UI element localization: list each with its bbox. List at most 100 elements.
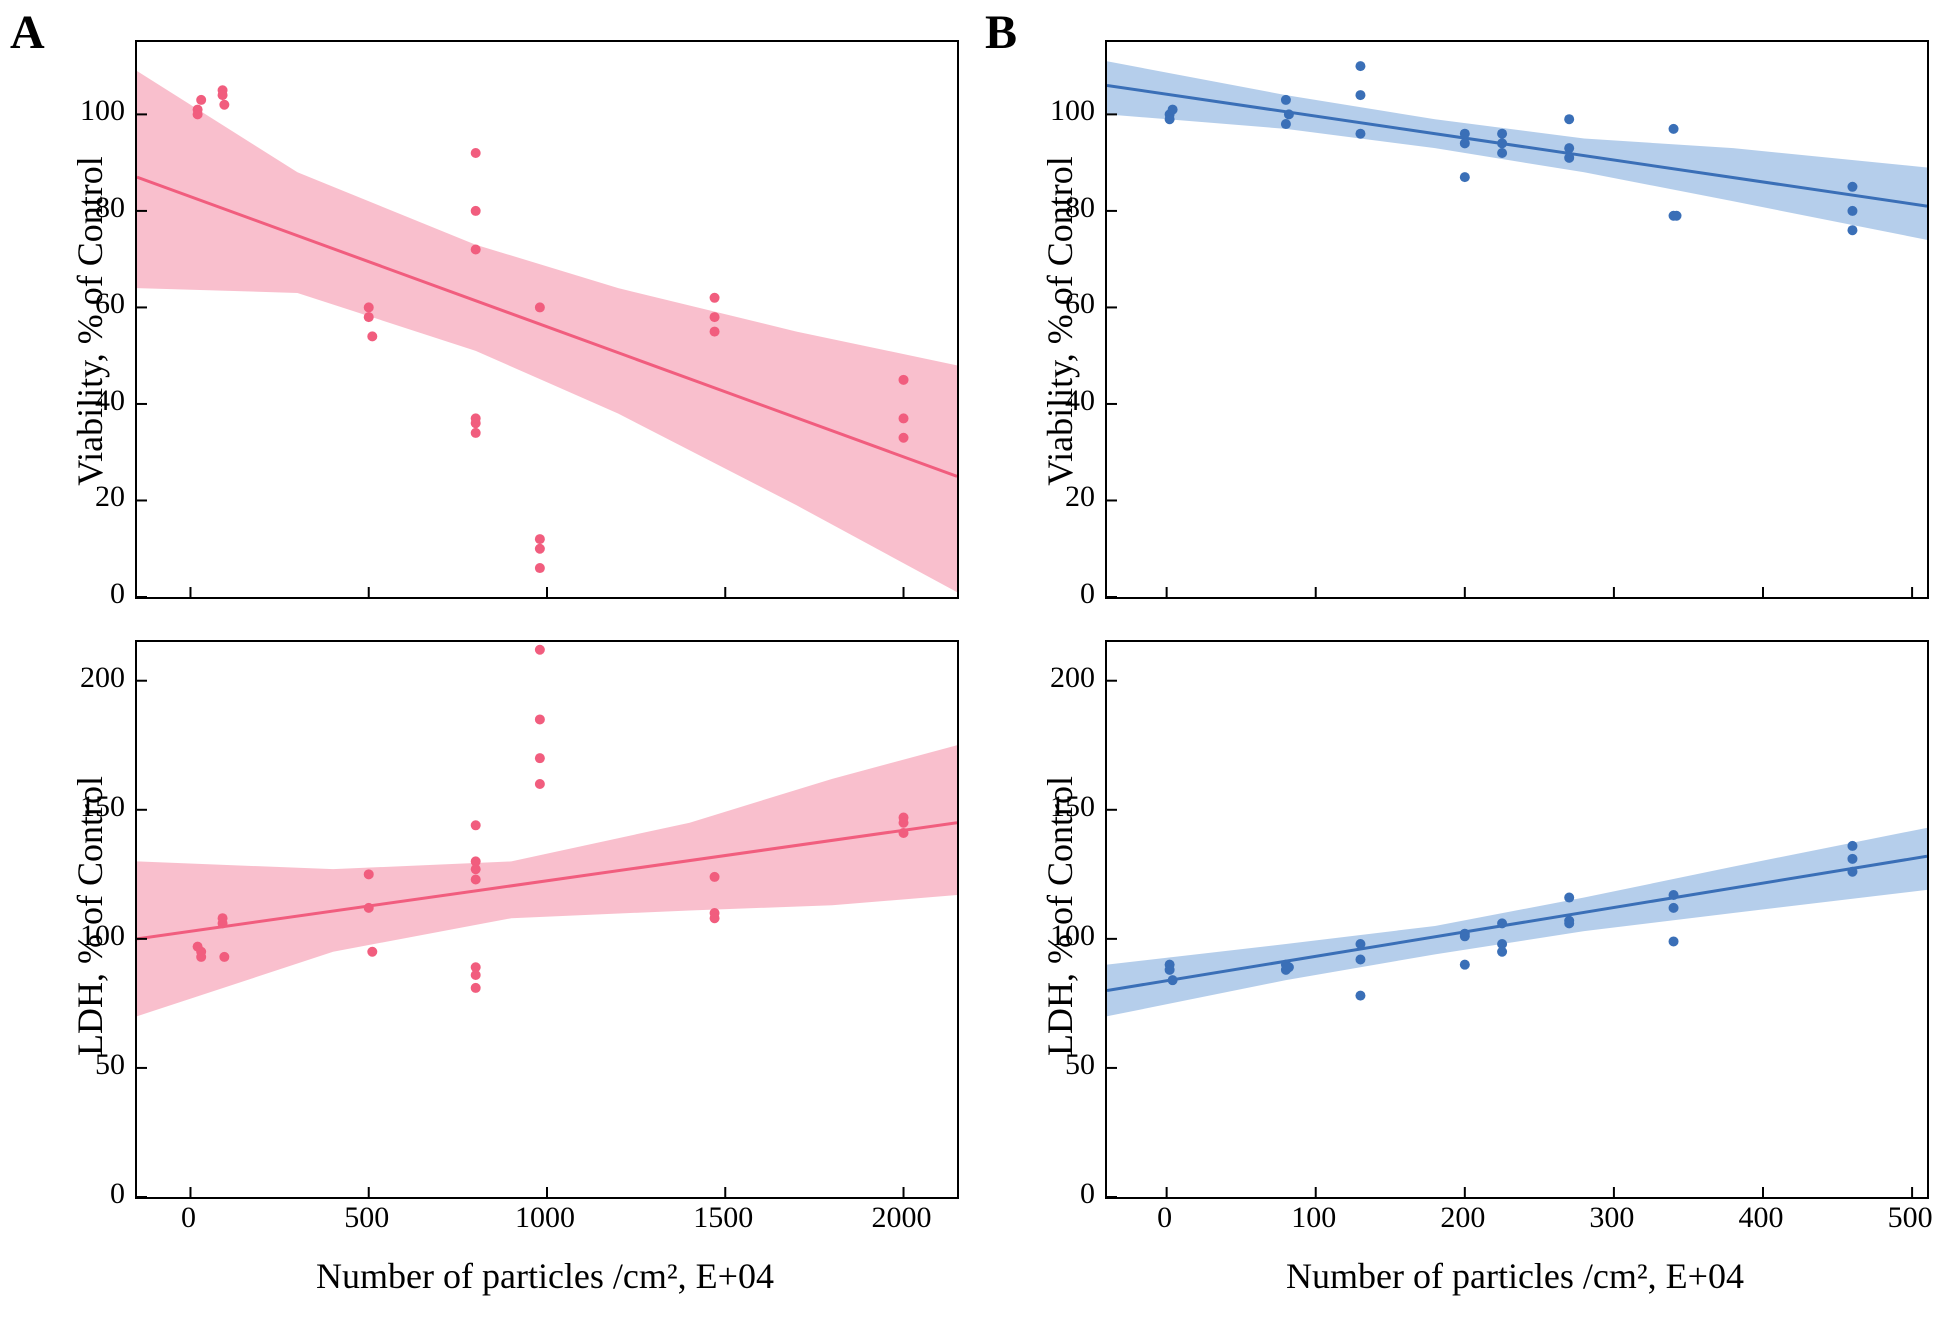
xtick-label: 500 bbox=[332, 1201, 402, 1235]
data-point bbox=[1355, 991, 1365, 1001]
ytick-label: 200 bbox=[1050, 661, 1095, 695]
data-point bbox=[535, 534, 545, 544]
data-point bbox=[710, 327, 720, 337]
figure-root: A B Viability, % of Control LDH, % of Co… bbox=[0, 0, 1950, 1325]
ytick-label: 60 bbox=[1065, 287, 1095, 321]
ytick-label: 0 bbox=[1080, 1177, 1095, 1211]
data-point bbox=[1284, 962, 1294, 972]
data-point bbox=[1847, 867, 1857, 877]
confidence-band bbox=[1107, 61, 1927, 240]
ytick-label: 0 bbox=[1080, 577, 1095, 611]
data-point bbox=[364, 903, 374, 913]
data-point bbox=[218, 918, 228, 928]
data-point bbox=[471, 874, 481, 884]
data-point bbox=[471, 820, 481, 830]
ytick-label: 100 bbox=[80, 919, 125, 953]
data-point bbox=[710, 913, 720, 923]
data-point bbox=[471, 983, 481, 993]
data-point bbox=[1672, 211, 1682, 221]
chart-b-viability bbox=[1105, 40, 1929, 599]
chart-b-ldh bbox=[1105, 640, 1929, 1199]
data-point bbox=[1460, 931, 1470, 941]
data-point bbox=[1168, 975, 1178, 985]
ytick-label: 150 bbox=[1050, 790, 1095, 824]
ytick-label: 20 bbox=[95, 480, 125, 514]
data-point bbox=[471, 148, 481, 158]
data-point bbox=[367, 331, 377, 341]
data-point bbox=[1460, 129, 1470, 139]
data-point bbox=[196, 95, 206, 105]
data-point bbox=[899, 375, 909, 385]
data-point bbox=[1497, 947, 1507, 957]
regression-line bbox=[1107, 856, 1927, 990]
data-point bbox=[471, 206, 481, 216]
data-point bbox=[1165, 114, 1175, 124]
ytick-label: 40 bbox=[1065, 384, 1095, 418]
chart-a-ldh bbox=[135, 640, 959, 1199]
data-point bbox=[1168, 105, 1178, 115]
data-point bbox=[710, 293, 720, 303]
data-point bbox=[1281, 119, 1291, 129]
xtick-label: 1000 bbox=[510, 1201, 580, 1235]
xtick-label: 200 bbox=[1428, 1201, 1498, 1235]
data-point bbox=[1355, 90, 1365, 100]
data-point bbox=[535, 544, 545, 554]
data-point bbox=[1847, 206, 1857, 216]
data-point bbox=[710, 872, 720, 882]
xtick-label: 100 bbox=[1279, 1201, 1349, 1235]
regression-line bbox=[137, 177, 957, 476]
data-point bbox=[364, 302, 374, 312]
regression-line bbox=[1107, 85, 1927, 206]
data-point bbox=[1497, 148, 1507, 158]
ytick-label: 100 bbox=[80, 94, 125, 128]
data-point bbox=[535, 302, 545, 312]
panel-label-a: A bbox=[10, 5, 45, 60]
ytick-label: 60 bbox=[95, 287, 125, 321]
data-point bbox=[196, 952, 206, 962]
ytick-label: 100 bbox=[1050, 94, 1095, 128]
xtick-label: 2000 bbox=[867, 1201, 937, 1235]
data-point bbox=[899, 433, 909, 443]
data-point bbox=[219, 100, 229, 110]
data-point bbox=[193, 109, 203, 119]
data-point bbox=[471, 428, 481, 438]
ytick-label: 50 bbox=[95, 1048, 125, 1082]
confidence-band bbox=[137, 71, 957, 592]
data-point bbox=[1460, 960, 1470, 970]
data-point bbox=[1284, 109, 1294, 119]
data-point bbox=[364, 869, 374, 879]
data-point bbox=[471, 245, 481, 255]
data-point bbox=[1497, 129, 1507, 139]
ytick-label: 150 bbox=[80, 790, 125, 824]
data-point bbox=[1847, 854, 1857, 864]
ytick-label: 20 bbox=[1065, 480, 1095, 514]
data-point bbox=[899, 818, 909, 828]
ytick-label: 100 bbox=[1050, 919, 1095, 953]
data-point bbox=[1497, 918, 1507, 928]
chart-a-viability bbox=[135, 40, 959, 599]
data-point bbox=[1847, 182, 1857, 192]
data-point bbox=[1564, 114, 1574, 124]
data-point bbox=[471, 970, 481, 980]
data-point bbox=[1497, 138, 1507, 148]
data-point bbox=[218, 90, 228, 100]
ytick-label: 80 bbox=[95, 191, 125, 225]
xtick-label: 0 bbox=[1130, 1201, 1200, 1235]
data-point bbox=[710, 312, 720, 322]
data-point bbox=[1460, 172, 1470, 182]
ytick-label: 200 bbox=[80, 661, 125, 695]
data-point bbox=[367, 947, 377, 957]
ytick-label: 0 bbox=[110, 1177, 125, 1211]
ytick-label: 80 bbox=[1065, 191, 1095, 225]
xtick-label: 300 bbox=[1577, 1201, 1647, 1235]
data-point bbox=[1355, 955, 1365, 965]
data-point bbox=[535, 645, 545, 655]
data-point bbox=[1564, 143, 1574, 153]
data-point bbox=[535, 753, 545, 763]
xlabel-a: Number of particles /cm², E+04 bbox=[135, 1255, 955, 1297]
data-point bbox=[471, 418, 481, 428]
data-point bbox=[899, 828, 909, 838]
data-point bbox=[1281, 95, 1291, 105]
data-point bbox=[1165, 965, 1175, 975]
ytick-label: 0 bbox=[110, 577, 125, 611]
